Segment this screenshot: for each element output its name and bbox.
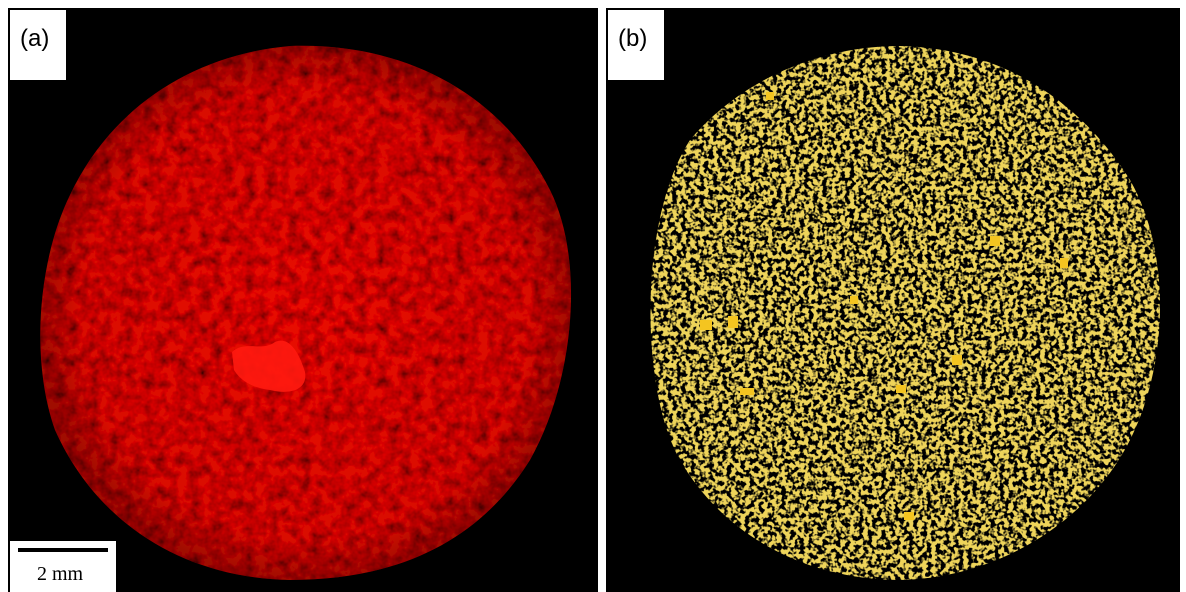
figure: (a) 2 mm (b) [0, 0, 1186, 592]
scale-bar-label: 2 mm [37, 563, 84, 585]
red-sphere [40, 46, 571, 580]
panel-label: (a) [20, 25, 49, 52]
panel-label: (b) [618, 25, 647, 52]
particle-disc [650, 46, 1160, 580]
page: (a) 2 mm (b) (() => { const data = JSON.… [0, 0, 1186, 592]
